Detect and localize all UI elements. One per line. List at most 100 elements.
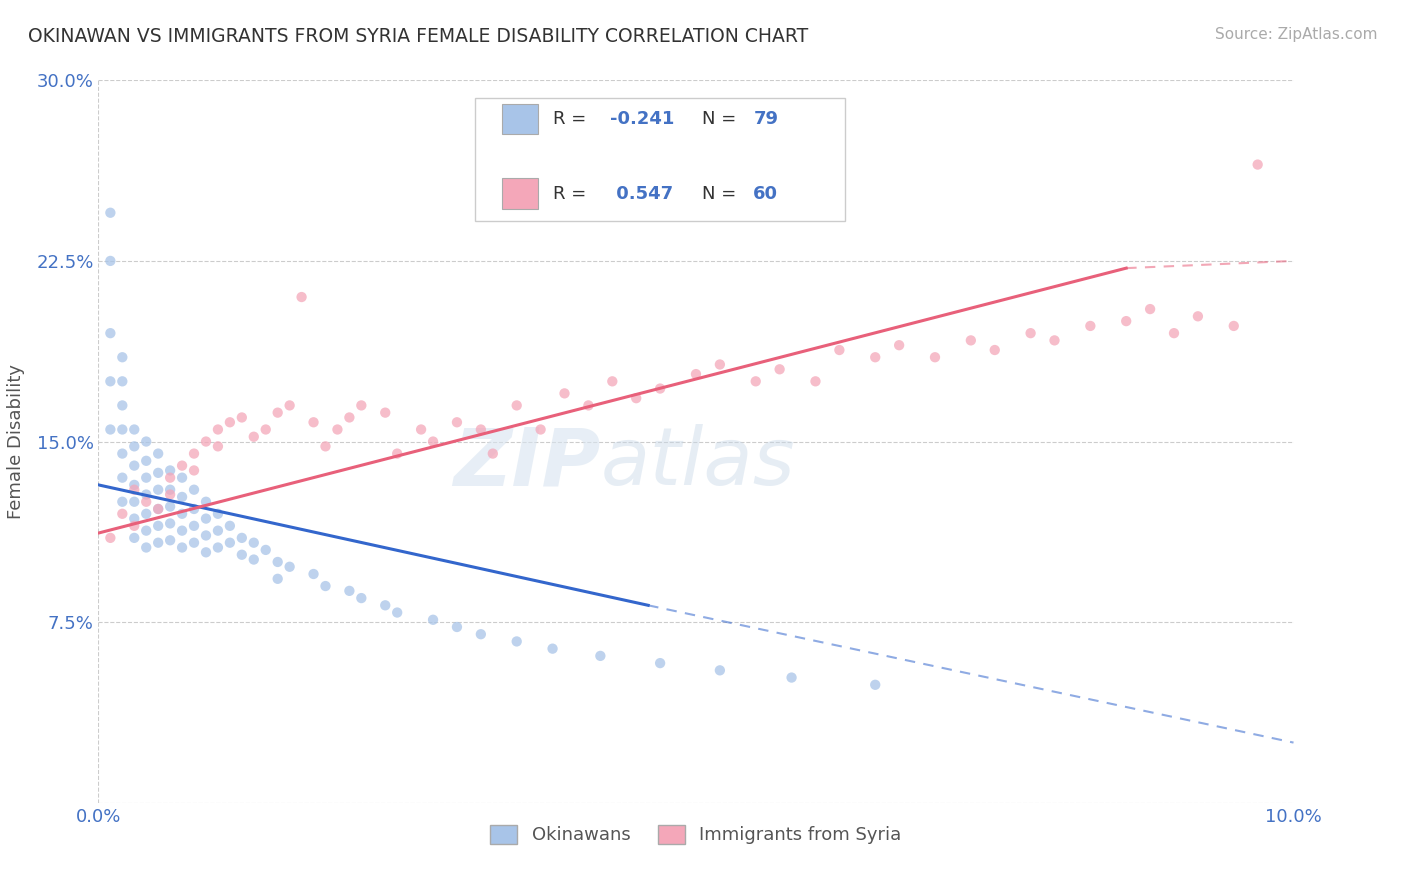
Point <box>172 490 194 504</box>
Point <box>219 415 242 429</box>
Point <box>183 535 205 549</box>
Text: 79: 79 <box>754 111 779 128</box>
Y-axis label: Female Disability: Female Disability <box>7 364 25 519</box>
Bar <box>502 178 538 209</box>
Point <box>482 446 505 460</box>
Point <box>124 531 146 545</box>
Point <box>98 205 122 219</box>
Point <box>195 545 218 559</box>
Text: -0.241: -0.241 <box>610 111 675 128</box>
Point <box>124 458 146 473</box>
Point <box>339 410 361 425</box>
Point <box>124 511 146 525</box>
Point <box>530 422 553 436</box>
Point <box>769 362 792 376</box>
Legend: Okinawans, Immigrants from Syria: Okinawans, Immigrants from Syria <box>484 818 908 852</box>
Point <box>385 606 409 620</box>
Point <box>124 494 146 508</box>
Point <box>315 439 337 453</box>
Point <box>207 439 229 453</box>
Point <box>589 648 612 663</box>
Text: N =: N = <box>702 185 742 202</box>
Point <box>124 422 146 436</box>
Text: Source: ZipAtlas.com: Source: ZipAtlas.com <box>1215 27 1378 42</box>
Point <box>111 446 134 460</box>
Point <box>470 422 492 436</box>
Point <box>172 507 194 521</box>
Point <box>148 502 170 516</box>
Point <box>98 374 122 388</box>
Point <box>243 552 266 566</box>
Point <box>111 422 134 436</box>
Text: atlas: atlas <box>600 425 796 502</box>
Point <box>745 374 768 388</box>
Point <box>183 446 205 460</box>
Point <box>385 446 409 460</box>
Point <box>195 511 218 525</box>
Point <box>195 494 218 508</box>
Point <box>172 524 194 538</box>
Point <box>578 398 600 412</box>
Text: ZIP: ZIP <box>453 425 600 502</box>
Point <box>828 343 851 357</box>
Point <box>422 434 444 449</box>
Point <box>135 470 157 484</box>
Text: 0.547: 0.547 <box>610 185 673 202</box>
Text: R =: R = <box>553 111 592 128</box>
Point <box>291 290 314 304</box>
Point <box>254 542 277 557</box>
Point <box>111 398 134 412</box>
Point <box>339 583 361 598</box>
Point <box>602 374 624 388</box>
Point <box>159 487 181 501</box>
Point <box>411 422 433 436</box>
Point <box>506 634 529 648</box>
Point <box>159 516 181 531</box>
Point <box>374 599 396 613</box>
Point <box>865 350 887 364</box>
Point <box>159 463 181 477</box>
Point <box>709 664 731 678</box>
Point <box>267 406 290 420</box>
Point <box>148 535 170 549</box>
Point <box>148 502 170 516</box>
Point <box>111 350 134 364</box>
Point <box>159 533 181 548</box>
Point <box>685 367 707 381</box>
Point <box>159 470 181 484</box>
Point <box>135 524 157 538</box>
Point <box>1223 318 1246 333</box>
Point <box>172 470 194 484</box>
Point <box>172 541 194 555</box>
Point <box>159 500 181 514</box>
Point <box>626 391 648 405</box>
Point <box>780 671 803 685</box>
Point <box>1187 310 1209 324</box>
Point <box>865 678 887 692</box>
Point <box>446 415 468 429</box>
Text: N =: N = <box>702 111 742 128</box>
Point <box>135 487 157 501</box>
Point <box>183 463 205 477</box>
Point <box>278 398 301 412</box>
Point <box>350 398 373 412</box>
Point <box>278 559 301 574</box>
Point <box>124 439 146 453</box>
Point <box>1139 301 1161 317</box>
Point <box>111 507 134 521</box>
Point <box>709 358 731 372</box>
Point <box>135 541 157 555</box>
Point <box>804 374 827 388</box>
Point <box>541 641 564 656</box>
Point <box>984 343 1007 357</box>
Point <box>650 656 672 670</box>
Point <box>111 470 134 484</box>
Point <box>124 483 146 497</box>
Point <box>207 422 229 436</box>
Point <box>1043 334 1066 348</box>
Point <box>315 579 337 593</box>
Point <box>148 466 170 480</box>
Point <box>374 406 396 420</box>
Point <box>960 334 983 348</box>
Text: 60: 60 <box>754 185 779 202</box>
